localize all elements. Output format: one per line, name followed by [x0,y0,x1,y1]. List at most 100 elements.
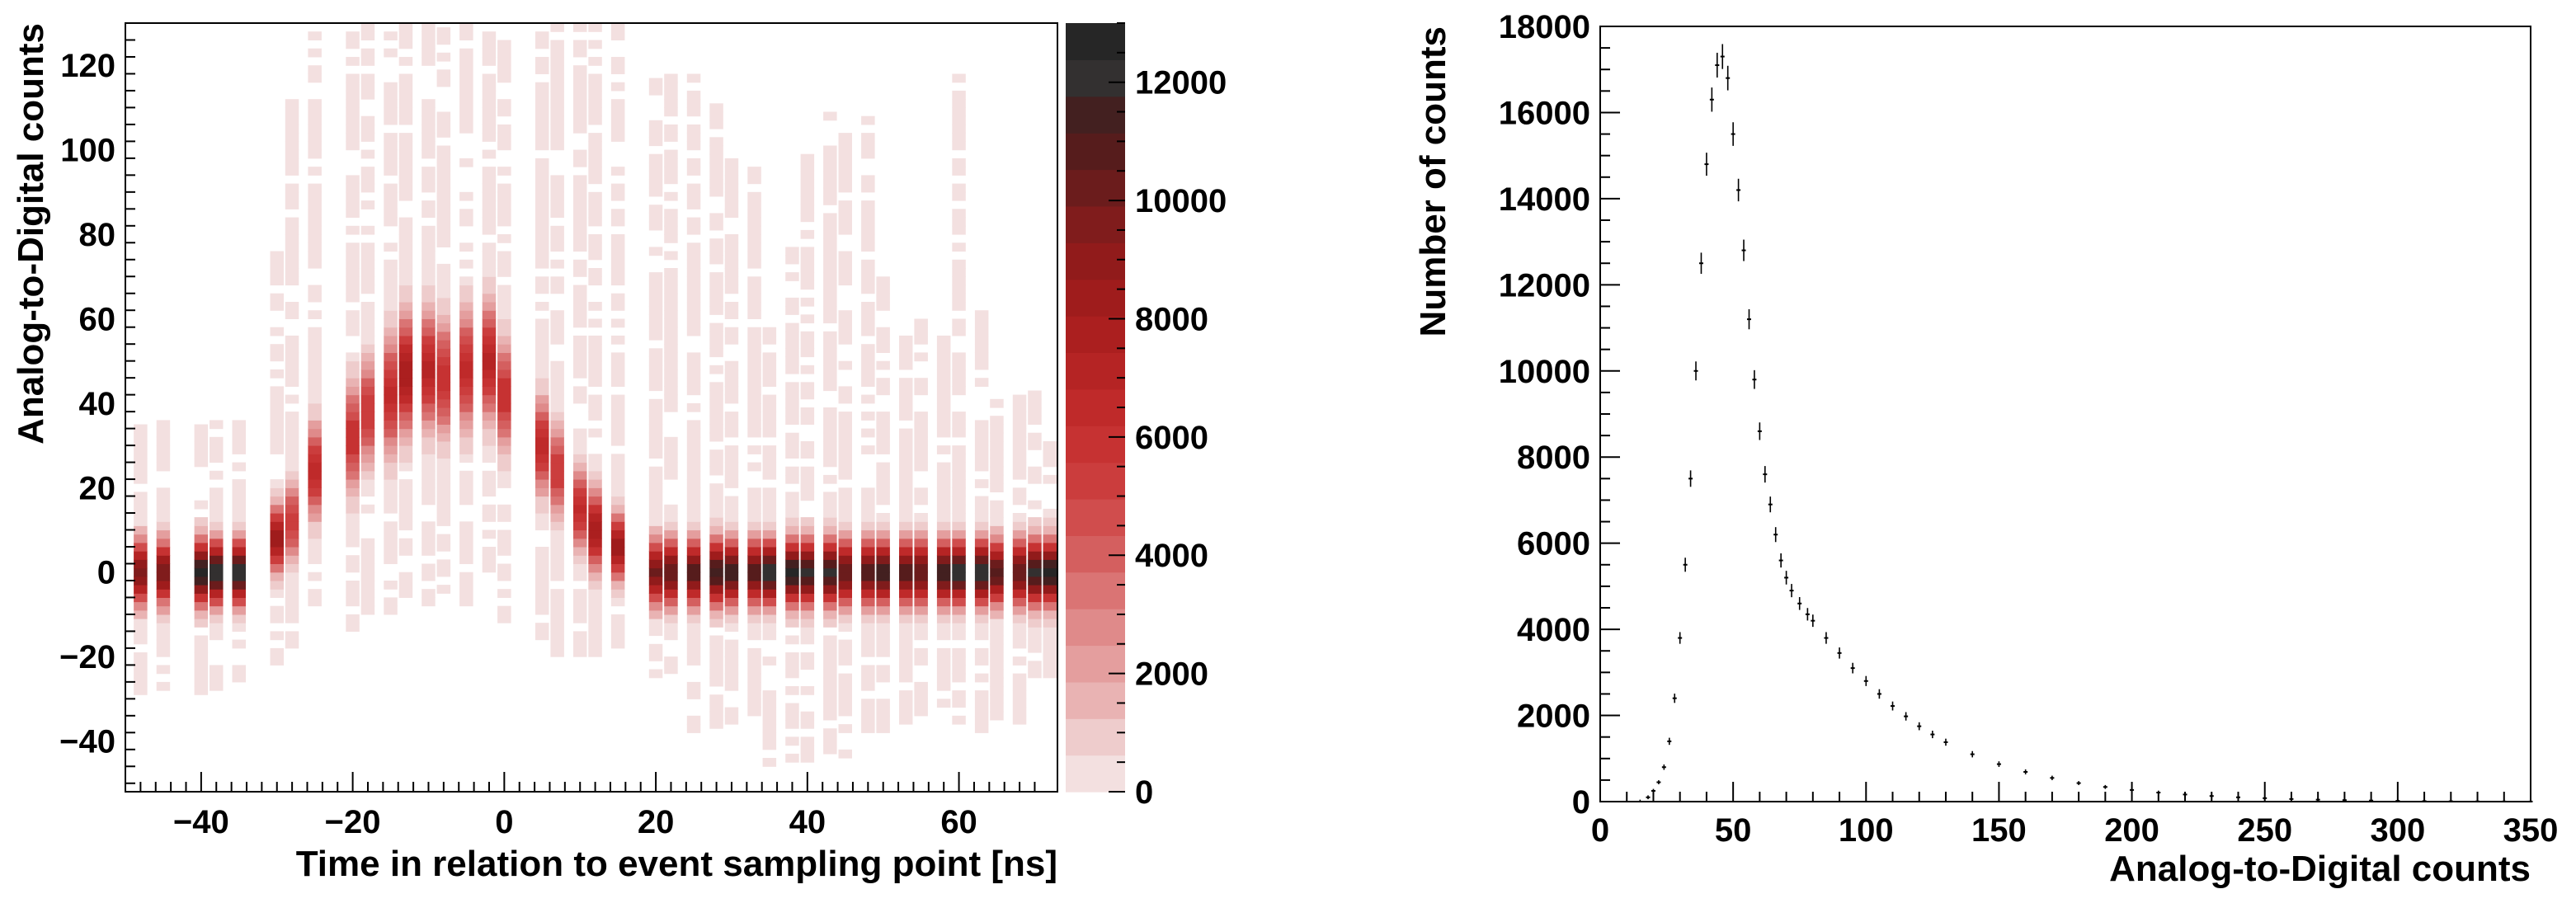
heatmap-cell [974,436,989,446]
heatmap-cell [308,141,322,151]
heatmap-cell [1043,643,1057,653]
heatmap-cell [800,609,815,619]
heatmap-cell [134,474,148,484]
heatmap-cell [936,631,951,641]
heatmap-cell [800,474,815,484]
heatmap-cell [398,445,413,454]
heatmap-cell [724,268,739,277]
heatmap-cell [664,504,678,514]
heatmap-cell [974,547,989,556]
heatmap-cell [762,758,777,767]
heatmap-cell [610,597,625,607]
heatmap-cell [497,167,511,176]
heatmap-cell [747,276,761,286]
heatmap-cell [535,242,549,252]
heatmap-cell [664,665,678,675]
heatmap-cell [459,470,473,480]
heatmap-cell [838,749,852,759]
heatmap-cell [610,402,625,412]
heatmap-cell [285,555,299,564]
heatmap-cell [823,492,837,501]
heatmap-cell [664,656,678,666]
heatmap-cell [1028,669,1042,679]
heatmap-cell [914,589,928,598]
heatmap-cell [535,124,549,134]
heatmap-cell [686,90,701,100]
heatmap-cell [346,259,360,269]
heatmap-cell [398,242,413,252]
heatmap-cell [747,547,761,556]
heatmap-cell [482,259,497,269]
heatmap-cell [876,276,890,286]
x-tick-label: −40 [173,804,229,840]
heatmap-cell [535,82,549,92]
heatmap-cell [1028,661,1042,670]
y-tick-label: 16000 [1499,95,1590,131]
heatmap-cell [861,268,875,277]
heatmap-cell [747,310,761,319]
heatmap-cell [899,428,913,438]
heatmap-cell [360,420,375,430]
heatmap-cell [421,293,436,303]
heatmap-cell [573,335,587,345]
heatmap-cell [308,572,322,581]
heatmap-cell [838,470,852,480]
heatmap-cell [573,454,587,463]
heatmap-cell [573,555,587,564]
heatmap-cell [535,454,549,463]
color-scale-bar [1066,23,1125,793]
heatmap-cell [686,73,701,83]
heatmap-cell [308,589,322,598]
heatmap-cell [482,31,497,40]
heatmap-cell [459,293,473,303]
heatmap-cell [421,335,436,345]
heatmap-cell [785,390,799,400]
heatmap-cell [936,521,951,531]
heatmap-cell [588,513,602,522]
heatmap-cell [360,149,375,159]
heatmap-cell [861,673,875,683]
heatmap-cell [762,327,777,336]
heatmap-cell [709,272,723,281]
heatmap-cell [360,302,375,311]
heatmap-cell [936,673,951,683]
heatmap-cell [270,581,284,590]
heatmap-cell [285,479,299,488]
x-tick-label: 250 [2237,812,2292,849]
heatmap-cell [550,521,564,531]
heatmap-cell [398,454,413,463]
heatmap-cell [194,635,209,645]
heatmap-cell [762,470,777,480]
heatmap-cell [610,555,625,564]
heatmap-cell [952,487,966,497]
heatmap-cell [762,360,777,370]
heatmap-cell [686,656,701,666]
heatmap-cell [876,555,890,564]
heatmap-cell [384,462,398,472]
heatmap-cell [861,487,875,497]
heatmap-cell [588,40,602,49]
heatmap-cell [686,158,701,167]
heatmap-cell [573,436,587,446]
heatmap-cell [899,581,913,590]
heatmap-cell [800,635,815,645]
heatmap-cell [360,23,375,32]
heatmap-cell [459,529,473,539]
heatmap-cell [747,360,761,370]
heatmap-cell [686,378,701,387]
heatmap-cell [709,297,723,307]
heatmap-cell [285,538,299,548]
heatmap-cell [270,327,284,336]
heatmap-cell [550,639,564,649]
heatmap-cell [285,605,299,615]
heatmap-cell [664,454,678,463]
heatmap-cell [1012,496,1027,506]
heatmap-cell [785,500,799,510]
heatmap-cell [550,496,564,506]
heatmap-cell [686,521,701,531]
heatmap-cell [535,605,549,615]
heatmap-cell [535,479,549,488]
heatmap-cell [285,504,299,514]
heatmap-cell [497,572,511,581]
heatmap-cell [134,661,148,670]
